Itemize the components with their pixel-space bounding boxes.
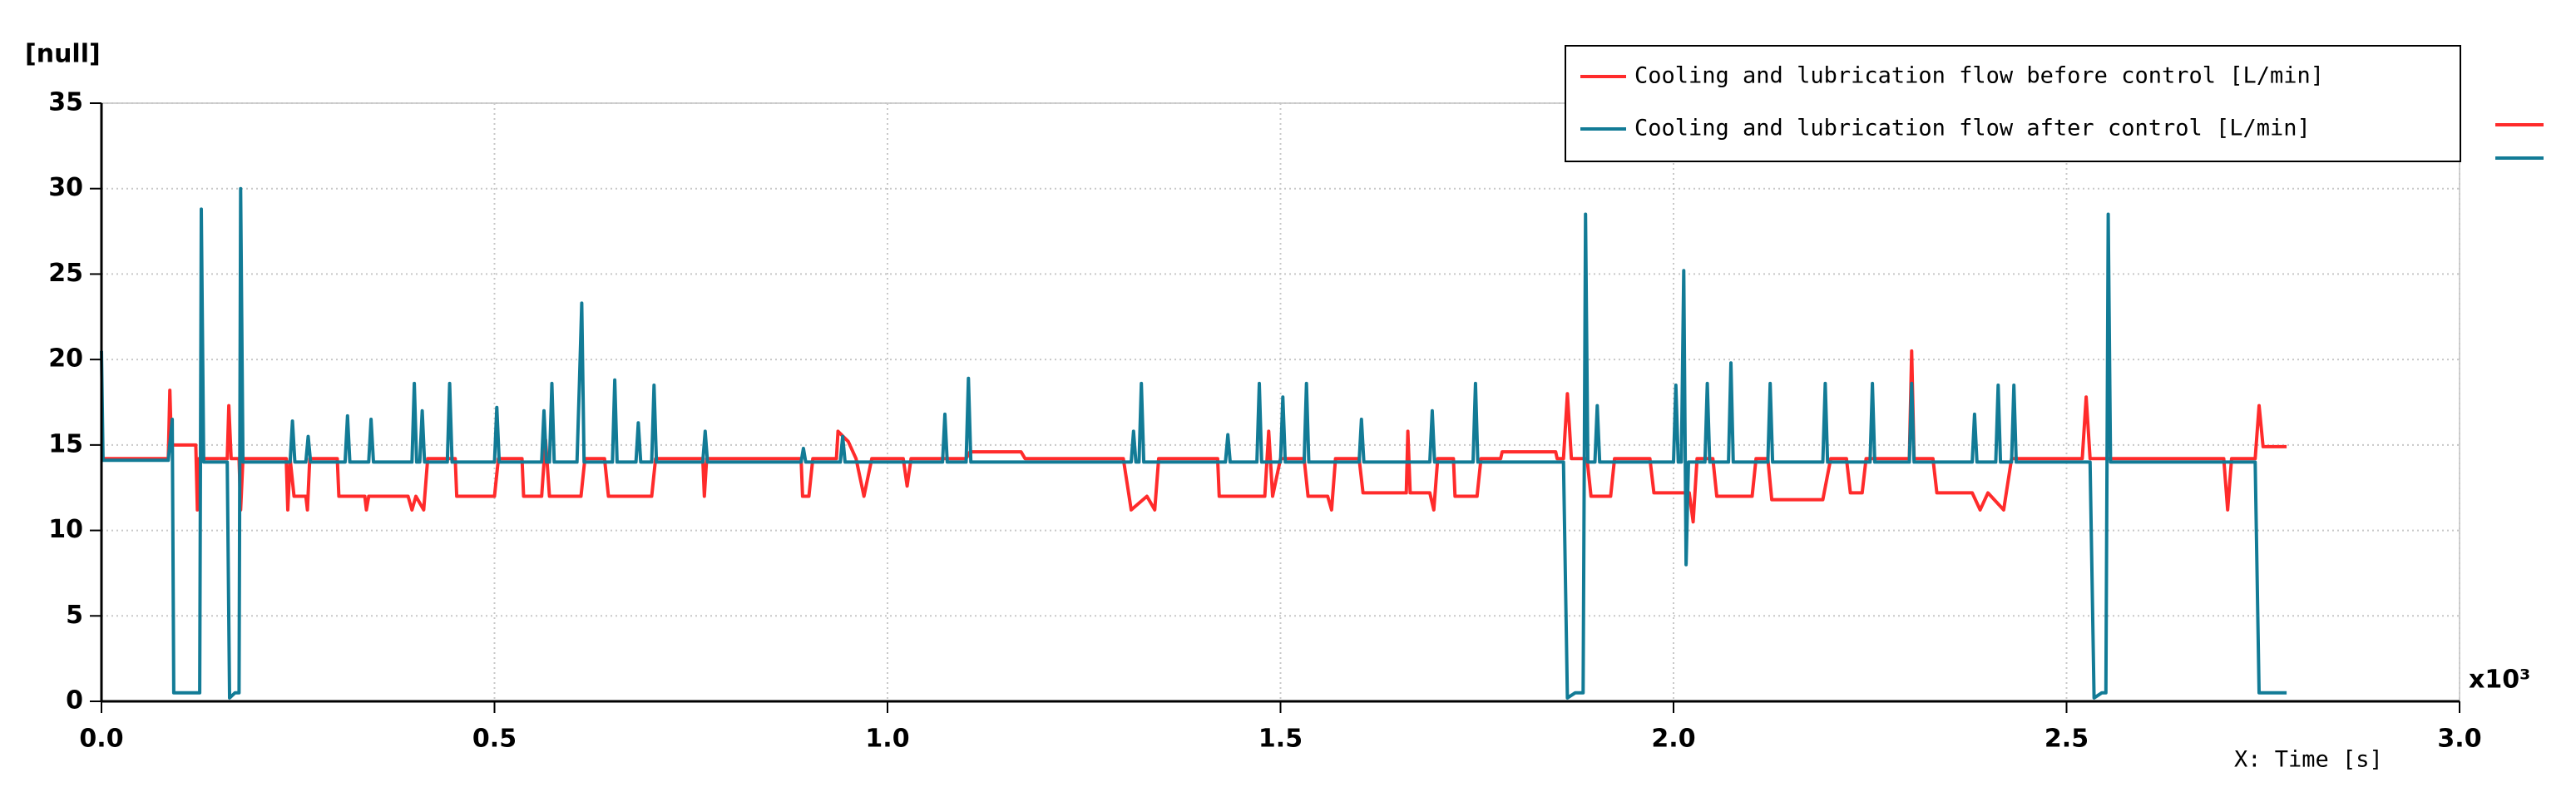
lines	[100, 186, 2287, 700]
y-tick-label: 10	[48, 515, 83, 544]
x-tick-label: 2.0	[1651, 725, 1695, 754]
legend-label: Cooling and lubrication flow before cont…	[1634, 63, 2324, 89]
y-tick-label: 20	[48, 344, 83, 374]
legend-box	[1565, 45, 2461, 162]
y-tick-label: 35	[48, 88, 83, 117]
series-line	[100, 186, 2287, 700]
x-axis-label: X: Time [s]	[2234, 747, 2383, 773]
y-tick-label: 0	[66, 686, 83, 715]
legend-label: Cooling and lubrication flow after contr…	[1634, 116, 2311, 141]
x-multiplier: x10³	[2469, 666, 2530, 695]
y-tick-label: 15	[48, 429, 83, 458]
plot-area	[101, 102, 2460, 702]
y-tick-label: 30	[48, 173, 83, 202]
y-tick-label: 25	[48, 259, 83, 288]
axes: 0 5 10 15 20 25 30 35 0.0 0.5 1.0 1.5 2.0 2.5 3.0	[48, 88, 2481, 754]
y-tick-label: 5	[66, 601, 83, 630]
y-axis-label: [null]	[25, 40, 101, 69]
series-line	[101, 349, 2287, 524]
x-tick-label: 0.0	[79, 725, 123, 754]
x-tick-label: 0.5	[472, 725, 517, 754]
x-tick-label: 1.0	[865, 725, 909, 754]
legend: Cooling and lubrication flow before cont…	[1565, 45, 2544, 162]
x-tick-label: 1.5	[1258, 725, 1303, 754]
x-tick-label: 2.5	[2044, 725, 2089, 754]
x-tick-label: 3.0	[2437, 725, 2481, 754]
